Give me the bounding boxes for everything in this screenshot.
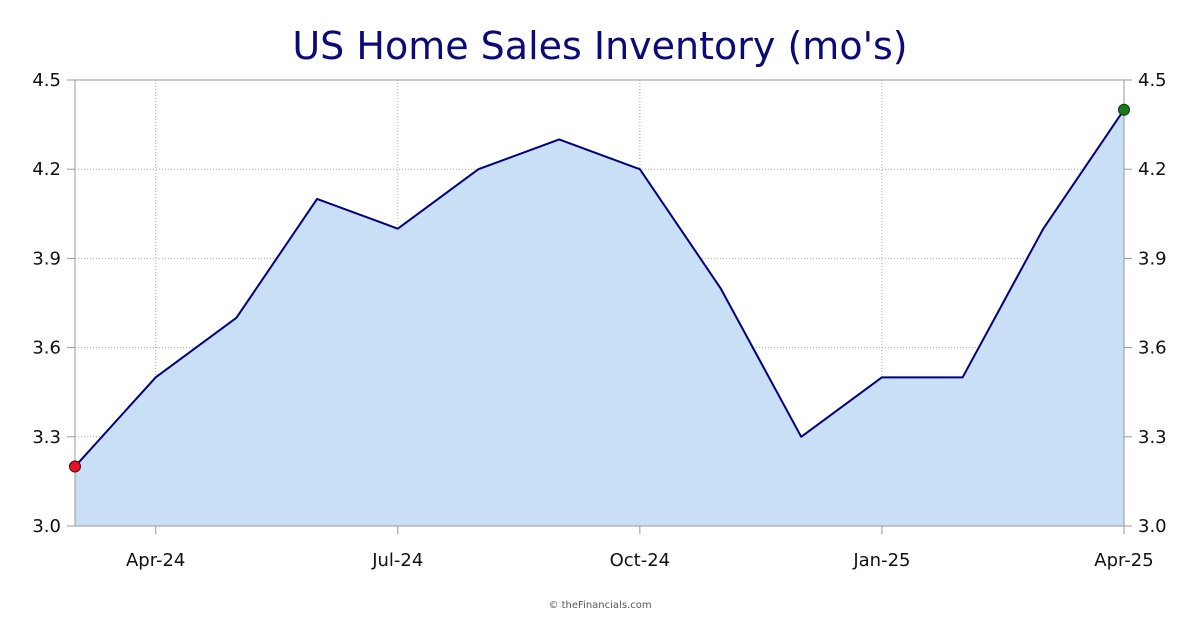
y-tick-label-left: 3.6	[32, 338, 61, 359]
x-axis-labels: Apr-24 Jul-24 Oct-24 Jan-25 Apr-25	[126, 550, 1154, 571]
x-tick-label: Apr-25	[1094, 550, 1153, 571]
credit-text: © theFinancials.com	[548, 600, 651, 611]
y-tick-label-left: 3.0	[32, 516, 61, 537]
x-tick-label: Jan-25	[852, 550, 910, 571]
x-tick-label: Jul-24	[371, 550, 423, 571]
chart-title: US Home Sales Inventory (mo's)	[292, 24, 907, 68]
plot-area	[74, 109, 1125, 526]
endpoint-markers	[69, 103, 1130, 473]
y-axis-right-labels: 3.0 3.3 3.6 3.9 4.2 4.5	[1138, 70, 1167, 537]
y-tick-label-right: 3.9	[1138, 248, 1167, 269]
axes	[67, 79, 1132, 534]
y-tick-label-left: 4.2	[32, 159, 61, 180]
y-tick-label-right: 3.0	[1138, 516, 1167, 537]
x-tick-label: Apr-24	[126, 550, 185, 571]
y-tick-label-right: 4.2	[1138, 159, 1167, 180]
y-tick-label-left: 4.5	[32, 70, 61, 91]
y-tick-label-left: 3.9	[32, 248, 61, 269]
y-tick-label-left: 3.3	[32, 427, 61, 448]
area-fill	[75, 109, 1124, 526]
y-axis-left-labels: 3.0 3.3 3.6 3.9 4.2 4.5	[32, 70, 61, 537]
y-tick-label-right: 3.3	[1138, 427, 1167, 448]
x-tick-label: Oct-24	[610, 550, 671, 571]
end-point-marker	[1118, 103, 1130, 116]
y-tick-label-right: 4.5	[1138, 70, 1167, 91]
start-point-marker	[69, 460, 81, 473]
y-tick-label-right: 3.6	[1138, 338, 1167, 359]
series-line	[74, 109, 1125, 468]
